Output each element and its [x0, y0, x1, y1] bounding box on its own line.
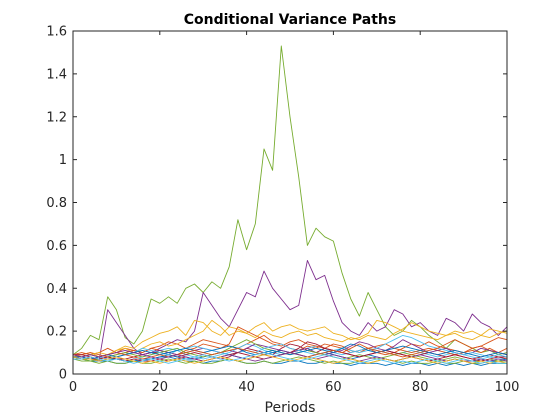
series-line-19: [72, 354, 508, 364]
series-line-3: [72, 319, 508, 358]
y-tick-label: 0.6: [46, 239, 67, 254]
x-tick-label: 20: [152, 380, 169, 395]
series-line-15: [73, 343, 508, 360]
y-tick-label: 1.4: [46, 67, 67, 82]
y-tick-label: 1: [59, 153, 67, 168]
series-line-10: [72, 319, 508, 358]
y-tick-label: 0.8: [46, 196, 67, 211]
y-tick-label: 1.6: [46, 25, 67, 40]
plot-background: [73, 31, 507, 374]
y-tick-label: 0: [59, 368, 67, 383]
x-tick-label: 100: [495, 380, 520, 395]
x-axis-label: Periods: [265, 400, 316, 416]
series-line-1: [72, 45, 508, 356]
series-line-18: [72, 349, 508, 362]
series-line-20: [73, 352, 507, 364]
y-tick-label: 0.4: [46, 282, 67, 297]
axes-layer: 0 20 40 60 80 100 0 0.2 0.4 0.6 0.8 1 1.2 1.4 1.6: [46, 25, 519, 396]
series-layer: [72, 45, 508, 366]
x-tick-label: 60: [325, 380, 342, 395]
y-tick-label: 1.2: [46, 110, 67, 125]
x-tick-label: 0: [69, 380, 77, 395]
series-line-13: [73, 334, 508, 360]
x-tick-label: 80: [412, 380, 429, 395]
y-tick-label: 0.2: [46, 325, 67, 340]
x-tick-label: 40: [238, 380, 255, 395]
chart-title: Conditional Variance Paths: [184, 12, 397, 28]
